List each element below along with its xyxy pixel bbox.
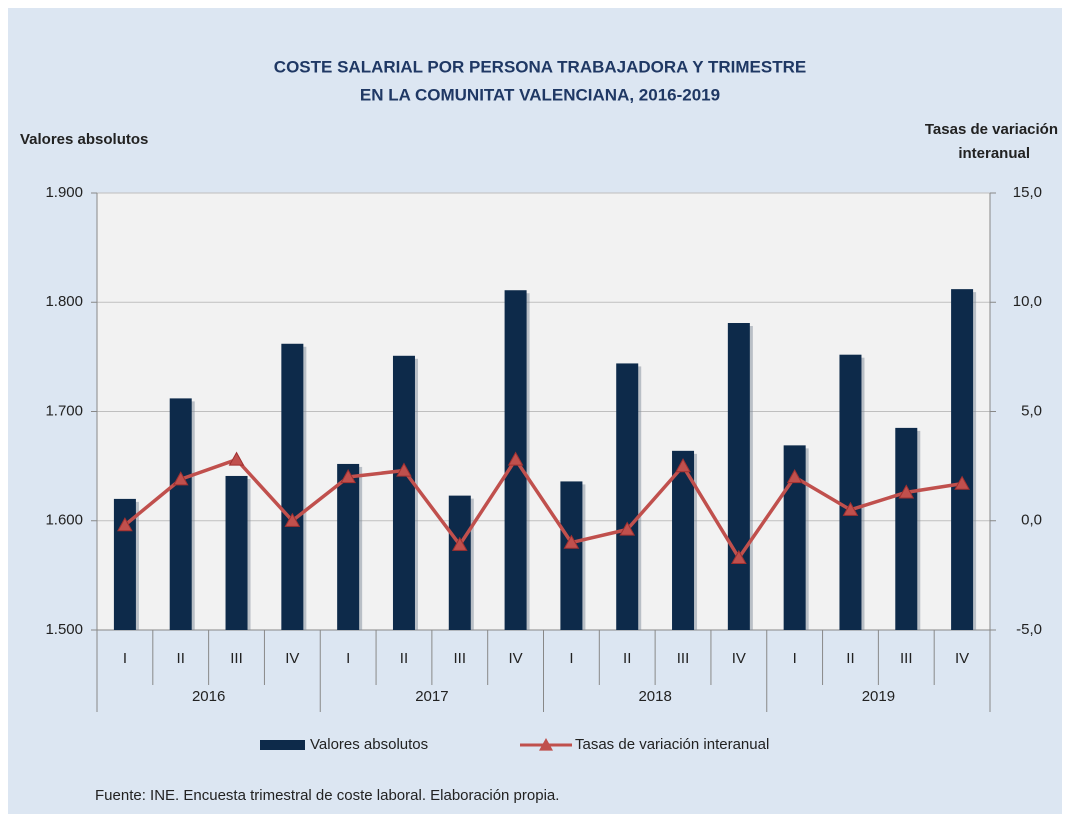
y2-tick-label: -5,0 <box>1016 621 1042 638</box>
bar <box>727 323 750 630</box>
x-tick-label: IV <box>509 650 523 667</box>
x-tick-label: I <box>346 650 350 667</box>
chart-title: EN LA COMUNITAT VALENCIANA, 2016-2019 <box>360 85 720 104</box>
x-tick-label: II <box>846 650 854 667</box>
line-marker <box>451 536 468 551</box>
bar <box>337 463 360 630</box>
x-tick-label: II <box>400 650 408 667</box>
x-tick-label: III <box>677 650 690 667</box>
y-axis-label: Valores absolutos <box>20 131 148 148</box>
line-series <box>123 457 963 560</box>
legend-label: Tasas de variación interanual <box>575 736 769 753</box>
line-marker <box>396 462 412 477</box>
line-marker <box>117 517 133 532</box>
bar <box>616 363 639 630</box>
line-marker <box>172 471 189 486</box>
bar <box>448 495 471 630</box>
line-marker <box>675 458 691 473</box>
x-group-label: 2019 <box>862 688 895 705</box>
x-tick-label: I <box>569 650 573 667</box>
x-tick-label: III <box>454 650 467 667</box>
y2-tick-label: 5,0 <box>1021 402 1042 419</box>
bar <box>951 289 974 630</box>
y2-axis-label: Tasas de variación <box>925 121 1058 138</box>
y2-tick-label: 0,0 <box>1021 512 1042 529</box>
bar <box>839 354 862 630</box>
y-tick-label: 1.900 <box>45 184 83 201</box>
bar <box>783 445 806 630</box>
y2-tick-label: 15,0 <box>1013 184 1042 201</box>
line-marker <box>842 501 859 516</box>
y-tick-label: 1.800 <box>45 293 83 310</box>
x-group-label: 2018 <box>638 688 671 705</box>
line-marker <box>619 521 636 536</box>
source-note: Fuente: INE. Encuesta trimestral de cost… <box>95 787 559 804</box>
x-tick-label: II <box>177 650 185 667</box>
y2-axis-label: interanual <box>958 145 1030 162</box>
line-marker <box>730 549 747 564</box>
line-marker <box>898 484 915 499</box>
chart-title: COSTE SALARIAL POR PERSONA TRABAJADORA Y… <box>274 57 806 76</box>
line-marker <box>507 451 524 466</box>
bar <box>560 481 583 630</box>
x-tick-label: IV <box>285 650 299 667</box>
x-tick-label: IV <box>955 650 969 667</box>
x-tick-label: IV <box>732 650 746 667</box>
x-tick-label: III <box>900 650 913 667</box>
bar <box>672 450 695 630</box>
line-marker <box>340 469 357 484</box>
x-group-label: 2017 <box>415 688 448 705</box>
legend-swatch <box>539 738 553 751</box>
x-tick-label: II <box>623 650 631 667</box>
bar <box>281 343 304 630</box>
x-group-label: 2016 <box>192 688 225 705</box>
bar <box>225 475 248 630</box>
line-marker <box>228 451 245 466</box>
bar <box>392 355 415 630</box>
bar <box>113 498 136 630</box>
y-tick-label: 1.600 <box>45 512 83 529</box>
bar <box>169 398 192 630</box>
legend-label: Valores absolutos <box>310 736 428 753</box>
y-tick-label: 1.700 <box>45 402 83 419</box>
y2-tick-label: 10,0 <box>1013 293 1042 310</box>
x-tick-label: III <box>230 650 243 667</box>
y-tick-label: 1.500 <box>45 621 83 638</box>
line-marker <box>284 512 301 527</box>
x-tick-label: I <box>123 650 127 667</box>
line-marker <box>786 469 803 484</box>
x-tick-label: I <box>793 650 797 667</box>
line-marker <box>954 475 970 490</box>
bar <box>895 427 918 630</box>
line-marker <box>563 534 580 549</box>
legend-swatch <box>260 740 305 750</box>
